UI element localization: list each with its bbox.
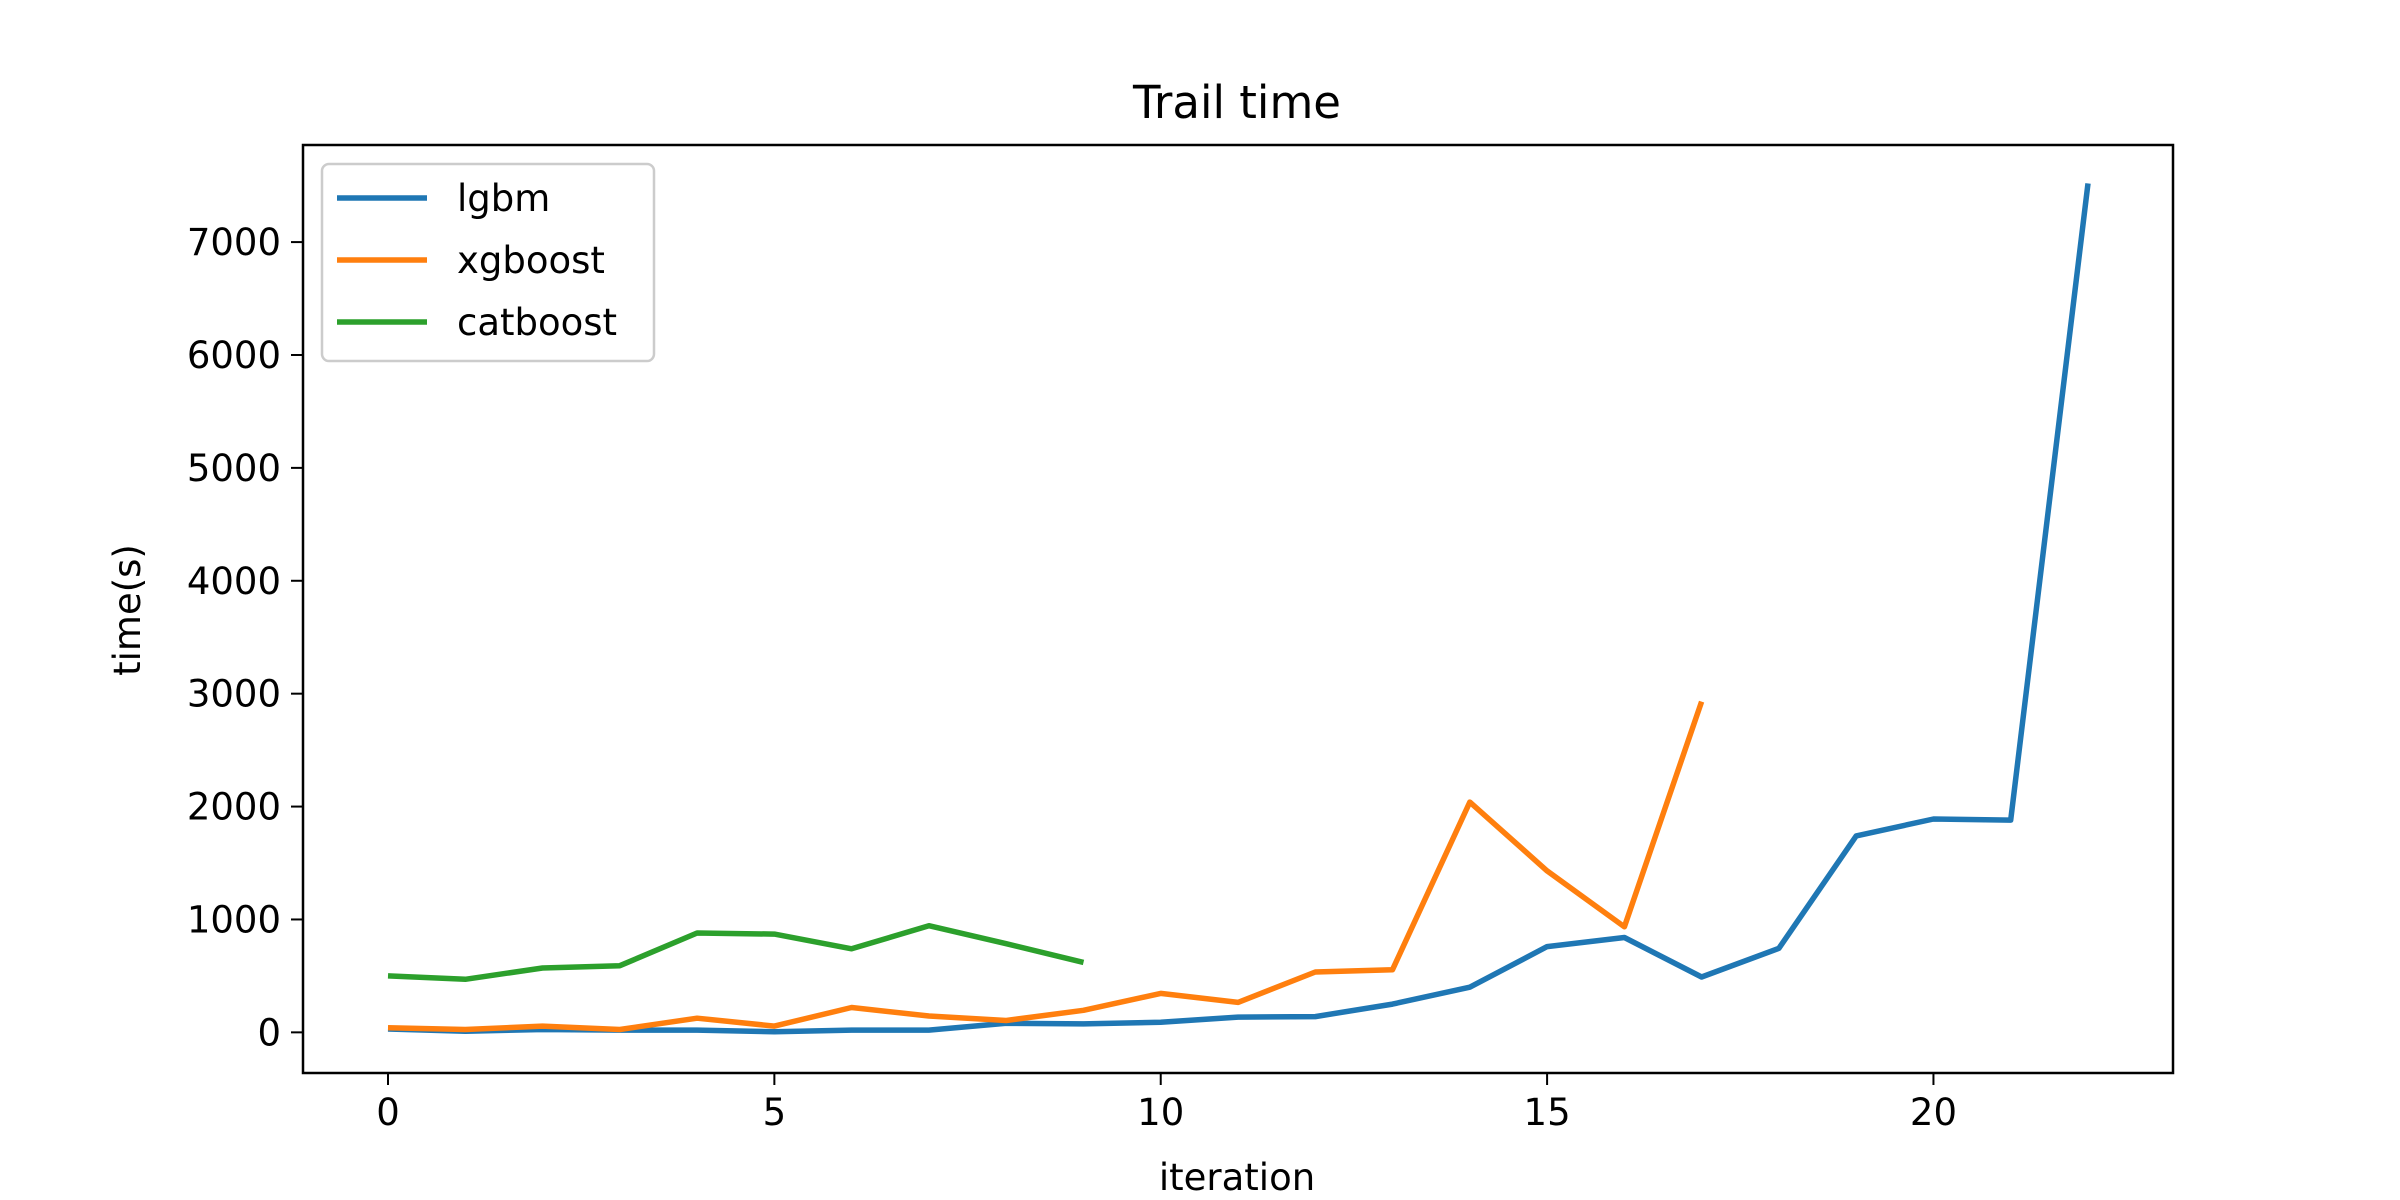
y-tick-label: 2000 — [187, 786, 281, 829]
x-axis-label: iteration — [1159, 1156, 1315, 1199]
legend-label-xgboost: xgboost — [457, 239, 605, 282]
y-axis-label: time(s) — [106, 544, 149, 676]
x-tick-label: 0 — [376, 1091, 400, 1134]
legend-box — [320, 162, 656, 363]
y-tick-label: 0 — [257, 1011, 281, 1054]
x-tick-label: 10 — [1137, 1091, 1184, 1134]
series-lgbm — [387, 183, 2091, 1035]
series-layer — [387, 183, 2091, 1035]
y-tick-label: 5000 — [187, 447, 281, 490]
x-tick-label: 15 — [1524, 1091, 1571, 1134]
y-tick-label: 3000 — [187, 673, 281, 716]
y-tick-label: 4000 — [187, 560, 281, 603]
y-tick-label: 6000 — [187, 334, 281, 377]
legend-label-catboost: catboost — [457, 301, 617, 344]
series-xgboost — [387, 700, 1705, 1033]
plot-frame — [301, 143, 2175, 1075]
series-line-catboost — [387, 922, 1085, 983]
series-catboost — [387, 922, 1085, 983]
x-tick-label: 20 — [1910, 1091, 1957, 1134]
chart-title: Trail time — [1132, 76, 1341, 129]
y-tick-label: 1000 — [187, 898, 281, 941]
legend: lgbm xgboost catboost — [320, 162, 656, 363]
series-line-xgboost — [387, 700, 1705, 1033]
y-axis: 0 1000 2000 3000 4000 5000 6000 7000 — [187, 221, 303, 1054]
x-tick-label: 5 — [763, 1091, 787, 1134]
y-tick-label: 7000 — [187, 221, 281, 264]
x-axis: 0 5 10 15 20 — [376, 1073, 1957, 1134]
legend-label-lgbm: lgbm — [457, 177, 550, 220]
